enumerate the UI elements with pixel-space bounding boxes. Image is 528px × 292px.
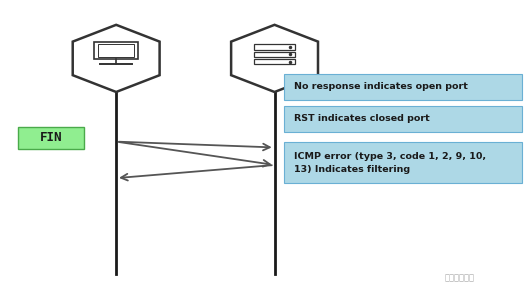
Text: 运维开发故事: 运维开发故事 <box>445 273 474 282</box>
FancyBboxPatch shape <box>284 106 522 132</box>
FancyBboxPatch shape <box>254 51 295 57</box>
FancyBboxPatch shape <box>18 127 84 149</box>
FancyBboxPatch shape <box>254 44 295 50</box>
Polygon shape <box>73 25 159 92</box>
FancyBboxPatch shape <box>254 59 295 64</box>
Text: FIN: FIN <box>40 131 63 145</box>
Text: No response indicates open port: No response indicates open port <box>294 82 468 91</box>
FancyBboxPatch shape <box>94 41 138 59</box>
FancyBboxPatch shape <box>98 44 134 58</box>
Text: RST indicates closed port: RST indicates closed port <box>294 114 430 124</box>
Polygon shape <box>231 25 318 92</box>
FancyBboxPatch shape <box>284 142 522 183</box>
FancyBboxPatch shape <box>284 74 522 100</box>
Text: ICMP error (type 3, code 1, 2, 9, 10,
13) Indicates filtering: ICMP error (type 3, code 1, 2, 9, 10, 13… <box>294 152 486 173</box>
